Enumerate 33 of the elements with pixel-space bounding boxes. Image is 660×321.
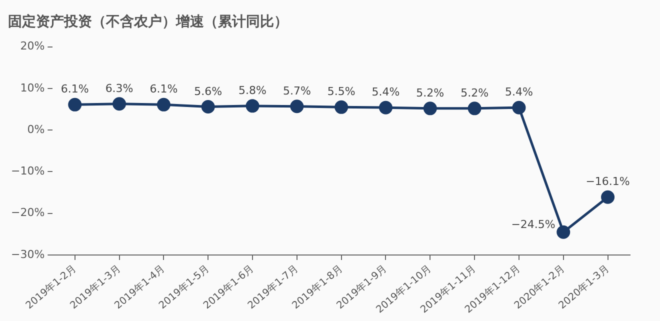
- point: [556, 225, 570, 239]
- point: [201, 100, 215, 114]
- y-tick-label: −10%: [10, 164, 45, 178]
- y-tick-label: 0%: [27, 122, 45, 136]
- point: [68, 98, 82, 112]
- point: [334, 100, 348, 114]
- data-label: 6.1%: [150, 82, 178, 96]
- data-label: 5.5%: [327, 85, 356, 98]
- point: [156, 98, 170, 112]
- data-label: 5.8%: [238, 84, 266, 97]
- data-label: 6.3%: [105, 82, 134, 95]
- data-label: 5.7%: [282, 84, 311, 98]
- point: [112, 97, 126, 111]
- data-label: 5.2%: [460, 86, 489, 100]
- point: [290, 100, 304, 114]
- data-label: 5.4%: [505, 86, 533, 99]
- data-label: 5.2%: [416, 86, 444, 100]
- y-tick-label: −30%: [10, 248, 45, 261]
- y-tick-label: −20%: [10, 206, 45, 220]
- point: [246, 99, 260, 113]
- data-label: −24.5%: [511, 218, 556, 232]
- point: [468, 102, 482, 116]
- point: [512, 100, 526, 114]
- y-tick-label: 20%: [20, 40, 45, 53]
- point: [423, 102, 437, 116]
- y-tick-label: 10%: [20, 81, 45, 94]
- chart-title: 固定资产投资（不含农户）增速（累计同比）: [8, 13, 288, 30]
- data-label: 6.1%: [60, 82, 89, 96]
- point: [601, 190, 615, 204]
- point: [378, 100, 392, 114]
- data-label: 5.6%: [194, 84, 222, 98]
- data-label: 5.4%: [372, 86, 400, 99]
- data-label: −16.1%: [586, 175, 630, 188]
